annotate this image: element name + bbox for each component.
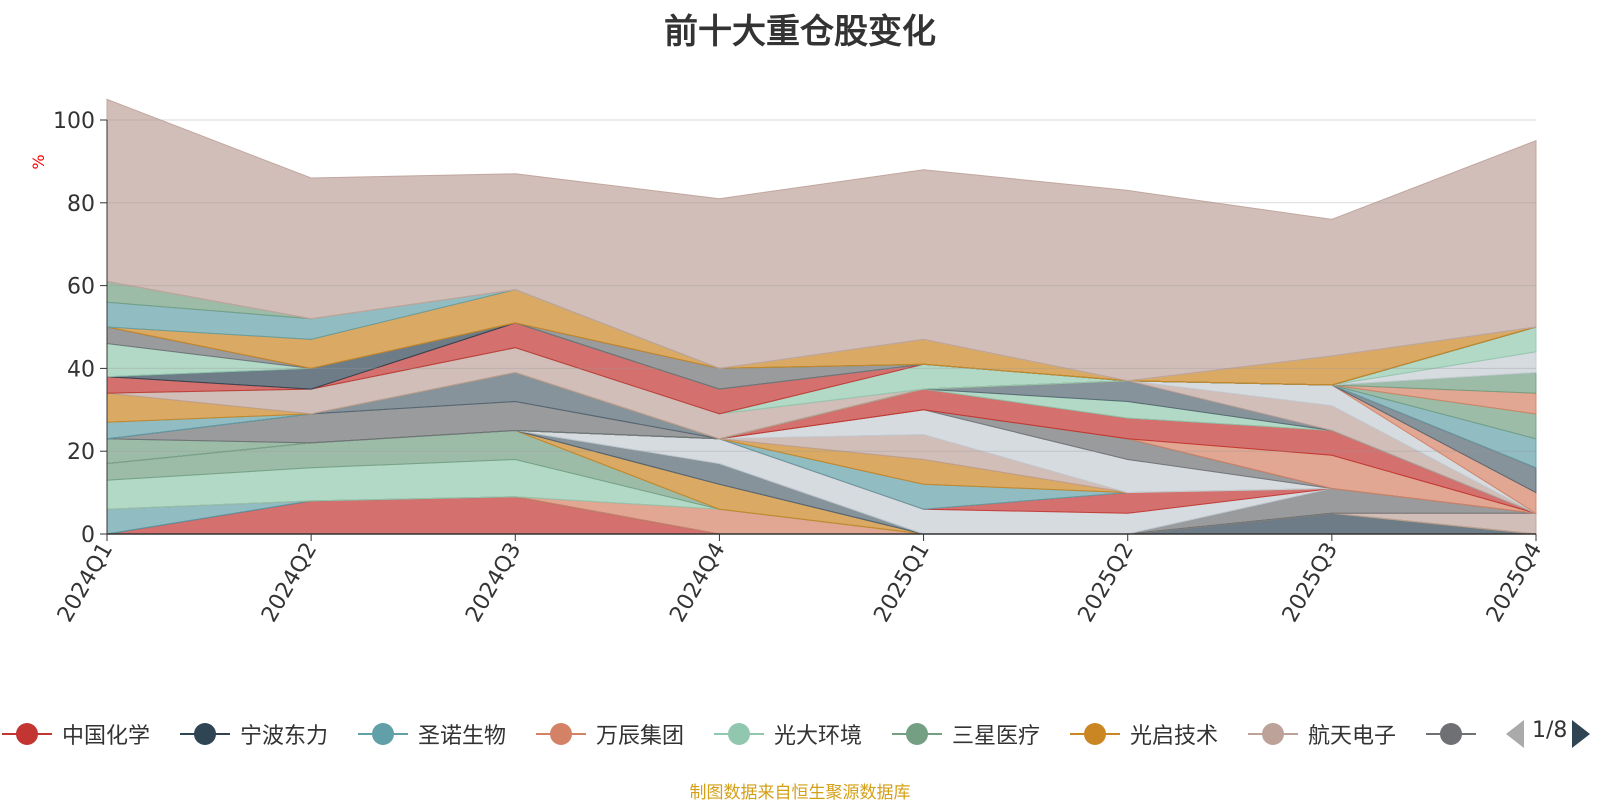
legend-item-5[interactable]: 三星医疗	[890, 714, 1040, 754]
area-series-group	[106, 98, 1537, 535]
legend-label: 航天电子	[1308, 724, 1397, 749]
x-tick-label-4: 2025Q1	[869, 539, 934, 627]
legend-item-4[interactable]: 光大环境	[712, 714, 862, 754]
legend-label: 宁波东力	[240, 724, 329, 749]
legend-marker-icon	[714, 723, 764, 745]
legend-label: 万辰集团	[596, 724, 685, 749]
legend-item-8[interactable]: 福	[1424, 714, 1482, 754]
x-tick-label-0: 2024Q1	[53, 539, 118, 627]
legend-label: 光启技术	[1130, 724, 1219, 749]
y-axis-unit-label: %	[29, 154, 48, 169]
legend-label: 中国化学	[62, 724, 151, 749]
x-tick-label-3: 2024Q4	[665, 539, 730, 627]
legend-marker-icon	[536, 723, 586, 745]
legend-label: 圣诺生物	[418, 724, 507, 749]
legend-item-7[interactable]: 航天电子	[1246, 714, 1396, 754]
legend-marker-icon	[2, 723, 52, 745]
legend-item-6[interactable]: 光启技术	[1068, 714, 1218, 754]
legend: 中国化学 宁波东力 圣诺生物 万辰集团 光大环境 三星医疗 光启技术 航天电子 福 1/8	[0, 714, 1600, 754]
legend-marker-icon	[358, 723, 408, 745]
x-tick-label-6: 2025Q3	[1278, 539, 1343, 627]
y-tick-label-3: 60	[67, 275, 95, 300]
y-tick-label-2: 40	[67, 357, 95, 382]
legend-item-1[interactable]: 宁波东力	[178, 714, 328, 754]
legend-marker-icon	[892, 723, 942, 745]
legend-marker-icon	[1248, 723, 1298, 745]
legend-label: 光大环境	[774, 724, 863, 749]
y-tick-label-4: 80	[67, 192, 95, 217]
x-tick-label-1: 2024Q2	[257, 539, 322, 627]
legend-item-3[interactable]: 万辰集团	[534, 714, 684, 754]
y-tick-label-1: 20	[67, 440, 95, 465]
legend-marker-icon	[180, 723, 230, 745]
y-tick-label-0: 0	[81, 523, 95, 548]
data-source-note: 制图数据来自恒生聚源数据库	[689, 783, 911, 803]
next-page-icon[interactable]	[1572, 720, 1590, 748]
legend-marker-icon	[1070, 723, 1120, 745]
legend-marker-icon	[1426, 723, 1476, 745]
legend-item-2[interactable]: 圣诺生物	[356, 714, 506, 754]
x-tick-label-2: 2024Q3	[461, 539, 526, 627]
legend-item-0[interactable]: 中国化学	[0, 714, 150, 754]
chart-title: 前十大重仓股变化	[664, 12, 936, 52]
x-tick-label-5: 2025Q2	[1074, 539, 1139, 627]
y-tick-label-5: 100	[53, 109, 95, 134]
legend-pager: 1/8	[1500, 714, 1600, 754]
prev-page-icon[interactable]	[1506, 720, 1524, 748]
legend-page-indicator: 1/8	[1532, 718, 1568, 743]
area-chart: 0 20 40 60 80 100 2024Q1 2024Q2 2024Q3 2024Q4 2025…	[29, 98, 1547, 627]
x-tick-label-7: 2025Q4	[1482, 539, 1547, 627]
legend-items: 中国化学 宁波东力 圣诺生物 万辰集团 光大环境 三星医疗 光启技术 航天电子 福	[0, 714, 1482, 754]
grid-lines	[107, 119, 1536, 452]
legend-label: 三星医疗	[952, 724, 1041, 749]
area-series-48	[106, 98, 1537, 382]
